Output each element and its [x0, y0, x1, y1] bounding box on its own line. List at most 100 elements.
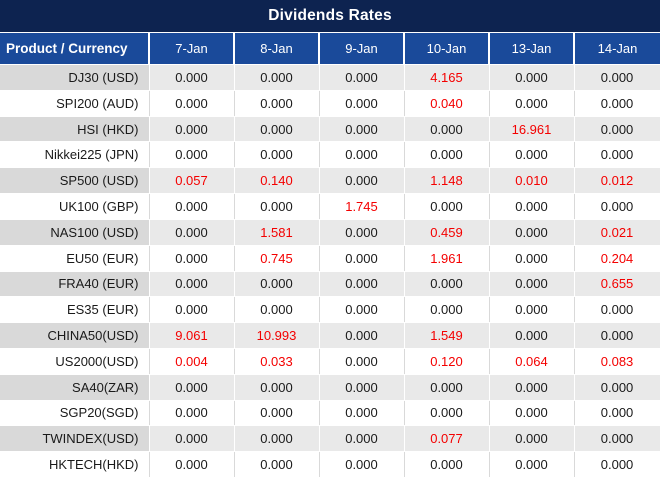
- value-cell: 0.000: [149, 219, 235, 246]
- value-cell: 0.000: [149, 425, 235, 453]
- value-cell: 0.000: [319, 167, 405, 195]
- value-cell: 0.000: [319, 425, 405, 453]
- value-cell: 1.961: [404, 245, 490, 272]
- column-header-date: 13-Jan: [488, 32, 574, 65]
- table-title: Dividends Rates: [0, 0, 660, 33]
- value-cell: 0.000: [319, 116, 405, 143]
- value-cell: 0.000: [319, 348, 405, 375]
- value-cell: 0.000: [404, 374, 490, 401]
- table-row: SPI200 (AUD) 0.000 0.000 0.000 0.040 0.000 0.0…: [0, 90, 660, 117]
- value-cell: 0.000: [489, 245, 575, 272]
- value-cell: 0.745: [234, 245, 320, 272]
- value-cell: 0.204: [574, 245, 660, 272]
- value-cell: 0.012: [574, 167, 660, 195]
- value-cell: 0.000: [489, 451, 575, 478]
- table-row: SA40(ZAR) 0.000 0.000 0.000 0.000 0.000 0.000: [0, 374, 660, 401]
- value-cell: 0.083: [574, 348, 660, 375]
- value-cell: 1.745: [319, 193, 405, 220]
- value-cell: 16.961: [489, 116, 575, 143]
- value-cell: 0.000: [234, 141, 320, 169]
- table-row: ES35 (EUR) 0.000 0.000 0.000 0.000 0.000 0.000: [0, 296, 660, 324]
- value-cell: 0.000: [149, 245, 235, 272]
- value-cell: 0.000: [574, 193, 660, 220]
- table-row: UK100 (GBP) 0.000 0.000 1.745 0.000 0.000 0.00…: [0, 193, 660, 220]
- product-cell: EU50 (EUR): [0, 245, 150, 272]
- value-cell: 0.000: [404, 141, 490, 169]
- value-cell: 0.000: [574, 64, 660, 91]
- column-header-date: 14-Jan: [572, 32, 660, 65]
- value-cell: 0.000: [149, 400, 235, 427]
- value-cell: 0.000: [489, 64, 575, 91]
- value-cell: 0.000: [149, 271, 235, 298]
- value-cell: 0.021: [574, 219, 660, 246]
- table-row: SP500 (USD) 0.057 0.140 0.000 1.148 0.010 0.01…: [0, 167, 660, 195]
- value-cell: 0.004: [149, 348, 235, 375]
- table-row: DJ30 (USD) 0.000 0.000 0.000 4.165 0.000 0.000: [0, 64, 660, 91]
- value-cell: 0.000: [574, 141, 660, 169]
- value-cell: 0.000: [404, 116, 490, 143]
- value-cell: 0.000: [149, 296, 235, 324]
- value-cell: 0.000: [319, 141, 405, 169]
- value-cell: 0.120: [404, 348, 490, 375]
- product-cell: HKTECH(HKD): [0, 451, 150, 478]
- value-cell: 0.000: [574, 400, 660, 427]
- value-cell: 0.000: [319, 64, 405, 91]
- value-cell: 0.000: [149, 451, 235, 478]
- value-cell: 0.000: [489, 322, 575, 349]
- value-cell: 0.000: [319, 245, 405, 272]
- value-cell: 0.000: [404, 271, 490, 298]
- product-cell: FRA40 (EUR): [0, 271, 150, 298]
- table-row: Nikkei225 (JPN) 0.000 0.000 0.000 0.000 0.000…: [0, 141, 660, 169]
- column-header-product-currency: Product / Currency: [0, 32, 149, 65]
- product-cell: TWINDEX(USD): [0, 425, 150, 453]
- product-cell: CHINA50(USD): [0, 322, 150, 349]
- value-cell: 0.000: [319, 400, 405, 427]
- value-cell: 0.000: [234, 451, 320, 478]
- value-cell: 0.000: [319, 451, 405, 478]
- value-cell: 0.040: [404, 90, 490, 117]
- value-cell: 0.000: [234, 116, 320, 143]
- value-cell: 0.000: [574, 374, 660, 401]
- value-cell: 0.000: [489, 425, 575, 453]
- value-cell: 0.000: [149, 374, 235, 401]
- value-cell: 0.000: [234, 296, 320, 324]
- value-cell: 0.140: [234, 167, 320, 195]
- value-cell: 0.000: [234, 425, 320, 453]
- value-cell: 1.549: [404, 322, 490, 349]
- value-cell: 0.064: [489, 348, 575, 375]
- value-cell: 0.000: [234, 193, 320, 220]
- value-cell: 0.000: [234, 374, 320, 401]
- value-cell: 0.000: [149, 90, 235, 117]
- value-cell: 9.061: [149, 322, 235, 349]
- product-cell: SA40(ZAR): [0, 374, 150, 401]
- product-cell: SGP20(SGD): [0, 400, 150, 427]
- value-cell: 0.000: [489, 141, 575, 169]
- value-cell: 4.165: [404, 64, 490, 91]
- value-cell: 0.000: [404, 193, 490, 220]
- column-header-date: 9-Jan: [318, 32, 404, 65]
- table-body: DJ30 (USD) 0.000 0.000 0.000 4.165 0.000 0.000…: [0, 64, 660, 478]
- value-cell: 0.000: [149, 193, 235, 220]
- value-cell: 0.000: [234, 90, 320, 117]
- value-cell: 0.033: [234, 348, 320, 375]
- value-cell: 0.000: [574, 451, 660, 478]
- value-cell: 0.000: [404, 400, 490, 427]
- column-header-row: Product / Currency 7-Jan 8-Jan 9-Jan 10-…: [0, 32, 660, 65]
- value-cell: 0.057: [149, 167, 235, 195]
- product-cell: ES35 (EUR): [0, 296, 150, 324]
- value-cell: 0.000: [489, 374, 575, 401]
- value-cell: 10.993: [234, 322, 320, 349]
- value-cell: 0.000: [574, 116, 660, 143]
- value-cell: 0.000: [489, 296, 575, 324]
- value-cell: 0.077: [404, 425, 490, 453]
- value-cell: 0.000: [149, 64, 235, 91]
- value-cell: 0.000: [574, 296, 660, 324]
- value-cell: 0.000: [489, 271, 575, 298]
- table-row: CHINA50(USD) 9.061 10.993 0.000 1.549 0.000 0.…: [0, 322, 660, 349]
- value-cell: 0.000: [234, 64, 320, 91]
- value-cell: 0.000: [319, 219, 405, 246]
- product-cell: NAS100 (USD): [0, 219, 150, 246]
- table-row: SGP20(SGD) 0.000 0.000 0.000 0.000 0.000 0.000: [0, 400, 660, 427]
